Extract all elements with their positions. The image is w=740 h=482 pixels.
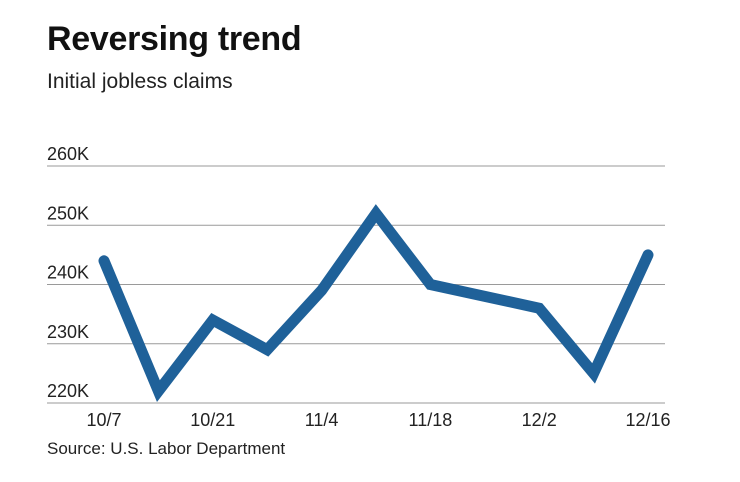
grid-lines — [47, 165, 665, 404]
y-tick-label: 240K — [47, 263, 89, 283]
x-tick-label: 11/4 — [305, 410, 339, 430]
y-tick-label: 220K — [47, 381, 89, 401]
x-tick-label: 10/21 — [190, 410, 235, 430]
x-tick-label: 12/2 — [522, 410, 557, 430]
chart-title: Reversing trend — [47, 20, 302, 58]
x-tick-label: 10/7 — [86, 410, 121, 430]
y-tick-label: 230K — [47, 322, 89, 342]
x-axis-labels: 10/7 10/21 11/4 11/18 12/2 12/16 — [86, 410, 670, 430]
chart-subtitle: Initial jobless claims — [47, 70, 233, 93]
y-tick-label: 250K — [47, 203, 89, 223]
series-line-0 — [98, 204, 654, 402]
y-tick-label: 260K — [47, 144, 89, 164]
source-note: Source: U.S. Labor Department — [47, 439, 286, 458]
series-layer — [98, 204, 654, 402]
x-tick-label: 11/18 — [409, 410, 453, 430]
y-axis-labels: 220K 230K 240K 250K 260K — [47, 144, 89, 401]
x-tick-label: 12/16 — [625, 410, 670, 430]
